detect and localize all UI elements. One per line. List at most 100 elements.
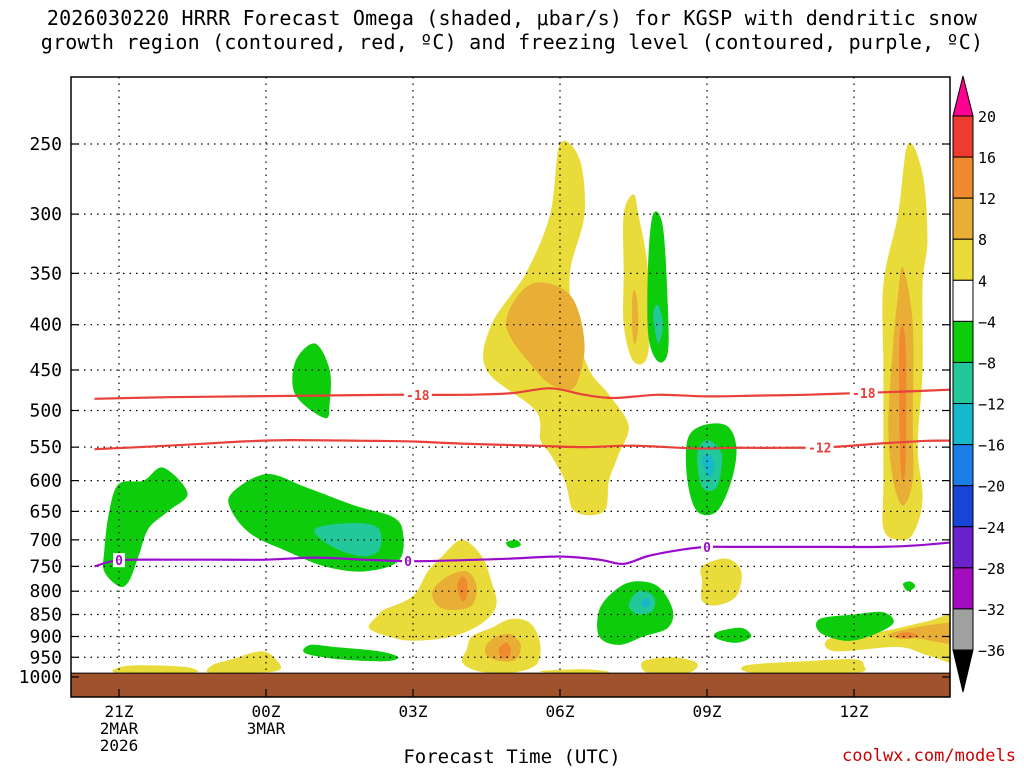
colorbar-bin-2: [952, 197, 974, 240]
omega-region-18: [112, 665, 199, 674]
ground-surface: [71, 673, 950, 697]
contour-dgz-top: [94, 387, 950, 400]
colorbar-bin-6: [952, 361, 974, 405]
x-tick-label-0-0: 21Z: [105, 702, 134, 721]
chart-title: 2026030220 HRRR Forecast Omega (shaded, …: [0, 6, 1024, 54]
colorbar-bin-3: [952, 238, 974, 281]
y-tick-label-600: 600: [29, 471, 62, 492]
contour-label-freezing-level-0: 0: [115, 554, 123, 569]
y-tick-label-450: 450: [29, 360, 62, 381]
x-tick-label-12-0: 09Z: [693, 702, 722, 721]
omega-region-25: [292, 343, 331, 419]
colorbar-label-9: −20: [978, 478, 1005, 496]
omega-region-35: [816, 611, 894, 641]
omega-region-7: [368, 539, 497, 641]
omega-region-20: [740, 659, 866, 675]
colorbar-bin-0: [952, 115, 974, 158]
y-tick-label-800: 800: [29, 581, 62, 602]
colorbar-label-13: −36: [978, 642, 1005, 660]
colorbar-bin-7: [952, 403, 974, 446]
x-tick-label-0-2: 2026: [100, 736, 139, 755]
contour-label-bg-dgz-bottom-0: [805, 440, 834, 455]
omega-region-16: [896, 632, 918, 639]
y-tick-label-500: 500: [29, 401, 62, 422]
contour-label-dgz-bottom-0: -12: [808, 441, 831, 456]
colorbar-bin-11: [952, 567, 974, 610]
x-tick-label-3-0: 00Z: [252, 702, 281, 721]
site-credit: coolwx.com/models: [842, 746, 1016, 766]
y-tick-label-550: 550: [29, 437, 62, 458]
omega-region-31: [653, 304, 663, 344]
colorbar-label-1: 16: [978, 149, 996, 167]
x-tick-label-6-0: 03Z: [399, 702, 428, 721]
chart-title-line2: growth region (contoured, red, ºC) and f…: [40, 30, 984, 54]
contour-labels: -18 -18 -12 0 0 0: [113, 385, 878, 570]
omega-shading: [102, 140, 950, 675]
y-tick-label-350: 350: [29, 263, 62, 284]
omega-region-12: [498, 642, 512, 659]
y-axis: 2503003504004505005506006507007508008509…: [19, 134, 950, 688]
omega-region-15: [887, 622, 950, 645]
colorbar-bin-4: [952, 279, 974, 322]
colorbar-label-7: −12: [978, 396, 1005, 414]
omega-region-9: [457, 576, 468, 602]
omega-region-29: [640, 598, 651, 608]
omega-region-38: [902, 581, 916, 592]
colorbar-label-0: 20: [978, 108, 996, 126]
omega-region-21: [539, 669, 610, 674]
omega-region-17: [206, 651, 282, 674]
y-tick-label-750: 750: [29, 556, 62, 577]
y-tick-label-400: 400: [29, 315, 62, 336]
colorbar-label-5: −4: [978, 313, 996, 331]
contour-label-bg-freezing-level-1: [402, 554, 415, 569]
y-tick-label-900: 900: [29, 626, 62, 647]
x-tick-label-9-0: 06Z: [546, 702, 575, 721]
x-tick-label-0-1: 2MAR: [100, 719, 139, 738]
temperature-contours: [94, 387, 950, 568]
omega-region-37: [505, 539, 521, 549]
y-tick-label-650: 650: [29, 501, 62, 522]
chart-title-line1: 2026030220 HRRR Forecast Omega (shaded, …: [46, 6, 978, 30]
omega-region-34: [702, 454, 715, 478]
omega-region-36: [714, 627, 752, 643]
colorbar-label-8: −16: [978, 437, 1005, 455]
contour-dgz-bottom: [94, 438, 950, 451]
contour-label-bg-freezing-level-0: [113, 553, 125, 568]
x-tick-label-15-0: 12Z: [840, 702, 869, 721]
colorbar-label-11: −28: [978, 560, 1005, 578]
contour-label-dgz-top-1: -18: [852, 387, 876, 402]
omega-region-13: [700, 558, 742, 606]
y-tick-label-1000: 1000: [19, 667, 62, 688]
contour-freezing-level: [94, 541, 950, 568]
y-tick-label-250: 250: [29, 134, 62, 155]
y-tick-label-850: 850: [29, 605, 62, 626]
omega-region-1: [506, 282, 585, 391]
contour-label-bg-dgz-top-1: [849, 385, 878, 400]
omega-region-19: [641, 657, 698, 675]
x-axis-label: Forecast Time (UTC): [403, 746, 621, 768]
plot-frame: [70, 76, 951, 698]
colorbar-bottom-arrow: [952, 649, 974, 693]
colorbar-bin-10: [952, 526, 974, 569]
colorbar-bin-5: [952, 320, 974, 363]
colorbar-label-4: 4: [978, 272, 987, 290]
omega-region-26: [303, 644, 399, 662]
colorbar-label-3: 8: [978, 231, 987, 249]
colorbar-bin-8: [952, 444, 974, 487]
contour-label-freezing-level-1: 0: [404, 555, 412, 570]
omega-region-2: [622, 194, 650, 365]
colorbar-label-10: −24: [978, 519, 1005, 537]
colorbar-bin-9: [952, 485, 974, 528]
contour-label-freezing-level-2: 0: [703, 541, 711, 556]
y-tick-label-950: 950: [29, 647, 62, 668]
y-tick-label-300: 300: [29, 204, 62, 225]
omega-region-3: [632, 290, 639, 344]
colorbar-label-12: −32: [978, 601, 1005, 619]
colorbar: 20 16 12 8 4 −4 −8 −12 −16 −20 −24 −28 −32 −36: [952, 75, 1005, 693]
colorbar-bin-12: [952, 608, 974, 651]
colorbar-label-6: −8: [978, 354, 996, 372]
x-tick-label-3-1: 3MAR: [247, 719, 286, 738]
contour-label-dgz-top-0: -18: [406, 389, 430, 404]
